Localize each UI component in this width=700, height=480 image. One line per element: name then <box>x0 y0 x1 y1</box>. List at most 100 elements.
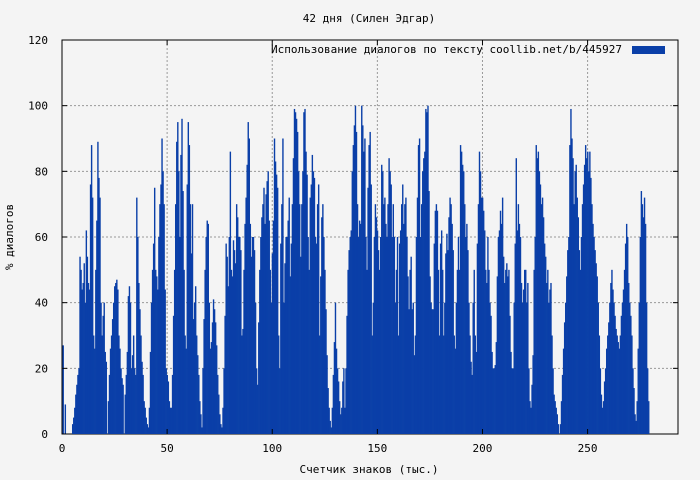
bar <box>602 401 605 434</box>
bar <box>291 204 294 434</box>
x-tick-label: 200 <box>473 442 493 455</box>
bar <box>574 171 576 434</box>
bar <box>344 407 346 434</box>
bar <box>268 220 270 434</box>
bar <box>93 335 95 434</box>
bar <box>331 407 334 434</box>
bar <box>640 191 643 434</box>
chart-title: 42 дня (Силен Эдгар) <box>303 12 435 25</box>
bar <box>407 276 409 434</box>
bar <box>379 237 382 434</box>
bar <box>520 282 523 434</box>
bar <box>621 302 624 434</box>
bar <box>597 302 599 434</box>
bar <box>179 237 181 434</box>
bar <box>604 368 607 434</box>
bar <box>78 368 80 434</box>
bar <box>271 253 274 434</box>
bar <box>323 237 325 434</box>
bar <box>82 282 84 434</box>
bar <box>399 230 402 434</box>
x-tick-label: 250 <box>578 442 598 455</box>
bar <box>145 417 147 434</box>
bar <box>334 302 337 434</box>
bar <box>300 256 302 434</box>
bar <box>369 131 371 434</box>
bar <box>262 204 264 434</box>
bar <box>572 158 574 434</box>
bar <box>342 381 344 434</box>
bar <box>420 204 423 434</box>
bar <box>275 174 278 434</box>
bar <box>126 351 129 434</box>
bar <box>286 237 288 434</box>
bar <box>456 269 459 434</box>
bar <box>408 309 410 434</box>
bar <box>292 158 295 434</box>
bar <box>489 302 491 434</box>
bar <box>194 286 197 434</box>
bar <box>152 243 155 434</box>
bar <box>510 351 512 434</box>
x-tick-label: 0 <box>59 442 66 455</box>
bar <box>463 171 465 434</box>
bar <box>352 145 355 434</box>
bar <box>178 171 180 434</box>
bar <box>469 335 471 434</box>
bar <box>622 289 625 434</box>
bar <box>350 230 352 434</box>
bar <box>284 263 286 434</box>
bar <box>281 204 283 434</box>
bar <box>474 335 476 434</box>
bar <box>561 374 564 434</box>
bar <box>630 315 632 434</box>
bar <box>308 269 310 434</box>
bar <box>430 302 432 434</box>
bar <box>156 276 158 434</box>
bar <box>204 269 206 434</box>
bar <box>131 355 134 434</box>
bar <box>427 105 429 435</box>
bar <box>401 204 403 434</box>
bar <box>530 407 532 434</box>
bar <box>437 269 440 434</box>
bar <box>81 289 83 434</box>
bar <box>589 151 591 434</box>
bar <box>488 269 490 434</box>
bar <box>583 164 586 434</box>
bar <box>494 365 496 434</box>
bar <box>64 404 67 434</box>
bar <box>508 269 510 434</box>
bar <box>532 355 534 434</box>
bar <box>634 414 636 434</box>
bar <box>516 230 519 434</box>
bar <box>110 335 113 434</box>
bar <box>635 420 637 434</box>
bar <box>416 197 419 434</box>
bar <box>506 263 508 434</box>
bar <box>193 302 196 434</box>
bar <box>529 401 531 434</box>
axes: 0 20 40 60 80 100 120 0 50 100 150 200 250 <box>28 34 678 455</box>
bar <box>623 269 626 434</box>
bar <box>225 243 227 434</box>
bar <box>158 237 160 434</box>
bar <box>343 368 345 434</box>
bar <box>296 131 299 434</box>
bar <box>289 276 291 434</box>
bar <box>459 145 462 434</box>
bar <box>349 237 351 434</box>
bar <box>542 217 545 434</box>
bar <box>367 187 369 434</box>
bar <box>105 361 108 434</box>
bar <box>470 361 472 434</box>
bar <box>293 108 296 434</box>
y-tick-label: 100 <box>28 100 48 113</box>
bar <box>446 233 448 434</box>
bar <box>282 138 284 434</box>
bar <box>578 250 581 434</box>
bar <box>115 282 117 434</box>
bar <box>636 401 638 434</box>
bar <box>368 145 370 434</box>
bar <box>98 177 100 434</box>
